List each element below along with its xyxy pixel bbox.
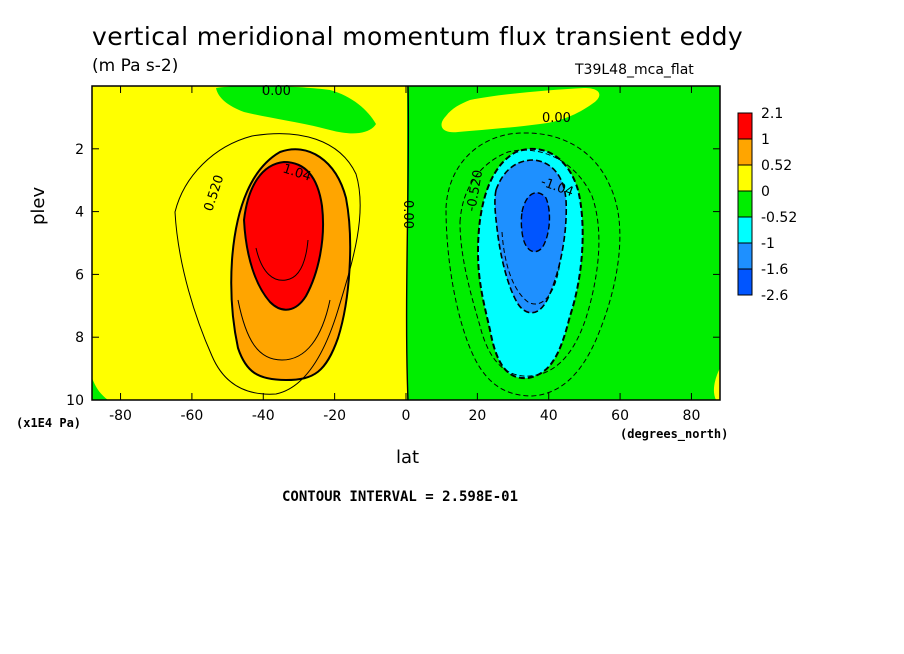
edge-patch: [92, 378, 108, 400]
contour-label: 0.00: [542, 111, 571, 126]
top-right-patch: [441, 88, 600, 133]
colorbar-label: -2.6: [761, 288, 788, 304]
contour-label: 0.00: [400, 200, 415, 229]
contour-line: [174, 133, 361, 395]
x-tick-label: 60: [611, 408, 629, 424]
x-tick-label: -20: [323, 408, 346, 424]
colorbar-swatch: [737, 242, 753, 270]
red-lobe: [242, 160, 325, 311]
x-axis-units: (degrees_north): [620, 427, 729, 441]
contour-line: [459, 149, 600, 377]
colorbar-label: -1: [761, 236, 775, 252]
x-tick-label: 40: [540, 408, 558, 424]
run-name: T39L48_mca_flat: [575, 62, 694, 78]
colorbar-swatch: [737, 190, 753, 218]
colorbar-label: 0.52: [761, 158, 792, 174]
colorbar-label: -1.6: [761, 262, 788, 278]
x-tick-label: 80: [683, 408, 701, 424]
contour-field: [92, 86, 720, 400]
colorbar-label: 1: [761, 132, 770, 148]
colorbar-swatch: [737, 112, 753, 140]
y-tick-label: 10: [66, 393, 84, 409]
colorbar-swatch: [737, 268, 753, 296]
top-left-patch: [216, 86, 376, 134]
contour-label: 0.00: [262, 84, 291, 99]
contour-line: [255, 239, 309, 281]
colorbar-swatch: [737, 216, 753, 244]
chart-units: (m Pa s-2): [92, 56, 179, 76]
y-tick-label: 2: [75, 142, 84, 158]
colorbar-label: 0: [761, 184, 770, 200]
contour-label: -0.520: [464, 169, 486, 213]
x-tick-label: -40: [252, 408, 275, 424]
y-axis-label: plev: [28, 186, 49, 225]
x-tick-label: 20: [468, 408, 486, 424]
chart-title: vertical meridional momentum flux transi…: [92, 22, 744, 51]
contour-line: [405, 86, 410, 400]
y-tick-label: 8: [75, 330, 84, 346]
colorbar-swatch: [737, 138, 753, 166]
contour-line: [237, 299, 331, 361]
y-tick-label: 4: [75, 205, 84, 221]
colorbar-label: -0.52: [761, 210, 797, 226]
edge-patch: [713, 368, 720, 400]
colorbar-label: 2.1: [761, 106, 783, 122]
x-axis-label: lat: [396, 447, 420, 468]
blue-core: [520, 192, 551, 253]
colorbar-swatch: [737, 164, 753, 192]
x-tick-label: 0: [402, 408, 411, 424]
y-tick-label: 6: [75, 267, 84, 283]
contour-line: [501, 231, 561, 305]
x-tick-label: -80: [109, 408, 132, 424]
contour-interval: CONTOUR INTERVAL = 2.598E-01: [282, 489, 519, 505]
x-tick-label: -60: [180, 408, 203, 424]
contour-line: [445, 132, 621, 397]
y-axis-units: (x1E4 Pa): [16, 416, 82, 430]
